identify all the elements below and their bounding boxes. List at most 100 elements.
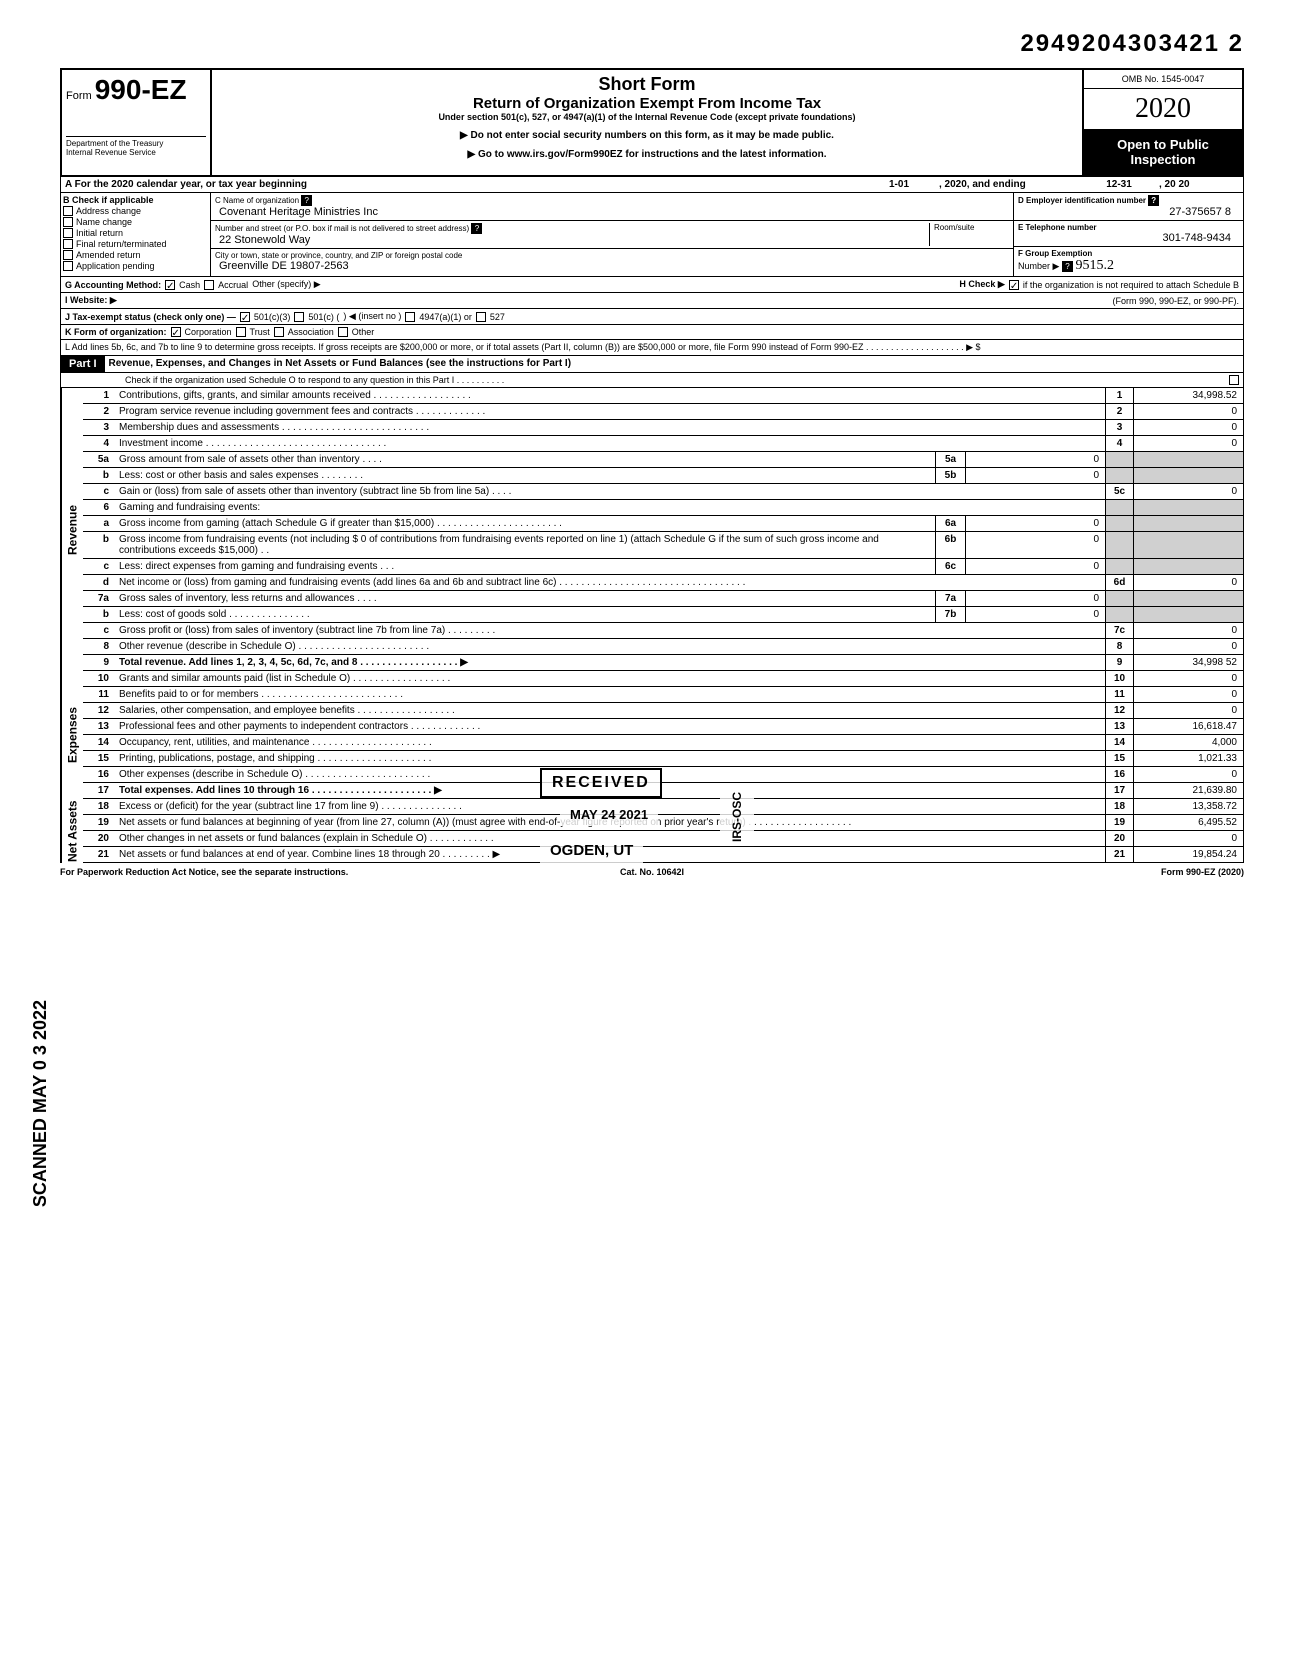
shade xyxy=(1105,559,1133,574)
line-7a-sublbl: 7a xyxy=(935,591,965,606)
form-header-left: Form 990-EZ Department of the Treasury I… xyxy=(62,70,212,175)
help-icon[interactable]: ? xyxy=(1148,195,1159,206)
chk-name-change[interactable] xyxy=(63,217,73,227)
phone-lbl: E Telephone number xyxy=(1018,223,1239,232)
line-7b-desc: Less: cost of goods sold . . . . . . . .… xyxy=(115,607,935,622)
chk-4947[interactable] xyxy=(405,312,415,322)
line-21-value: 19,854.24 xyxy=(1133,847,1243,862)
chk-initial-return[interactable] xyxy=(63,228,73,238)
col-d-ids: D Employer identification number ? 27-37… xyxy=(1013,193,1243,276)
lbl-final-return: Final return/terminated xyxy=(76,239,167,249)
line-5b-desc: Less: cost or other basis and sales expe… xyxy=(115,468,935,483)
line-7b-subval: 0 xyxy=(965,607,1105,622)
shade xyxy=(1133,452,1243,467)
chk-amended-return[interactable] xyxy=(63,250,73,260)
stamp-received: RECEIVED xyxy=(540,768,662,798)
lbl-amended-return: Amended return xyxy=(76,250,141,260)
col-c-org-info: C Name of organization ? Covenant Herita… xyxy=(211,193,1013,276)
city-lbl: City or town, state or province, country… xyxy=(215,251,1009,260)
group-num: 9515.2 xyxy=(1075,258,1114,273)
shade xyxy=(1133,516,1243,531)
line-8-num: 8 xyxy=(83,639,115,654)
shade xyxy=(1105,468,1133,483)
line-7c-value: 0 xyxy=(1133,623,1243,638)
title-return: Return of Organization Exempt From Incom… xyxy=(216,95,1078,112)
help-icon[interactable]: ? xyxy=(471,223,482,234)
chk-application-pending[interactable] xyxy=(63,261,73,271)
line-6d-desc: Net income or (loss) from gaming and fun… xyxy=(115,575,1105,590)
help-icon[interactable]: ? xyxy=(301,195,312,206)
line-11-value: 0 xyxy=(1133,687,1243,702)
line-6b-num: b xyxy=(83,532,115,558)
chk-association[interactable] xyxy=(274,327,284,337)
chk-final-return[interactable] xyxy=(63,239,73,249)
ein-lbl: D Employer identification number xyxy=(1018,196,1146,205)
line-7a-desc: Gross sales of inventory, less returns a… xyxy=(115,591,935,606)
org-name: Covenant Heritage Ministries Inc xyxy=(215,206,1009,218)
chk-trust[interactable] xyxy=(236,327,246,337)
line-3-boxnum: 3 xyxy=(1105,420,1133,435)
lbl-insert: ) ◀ (insert no ) xyxy=(343,311,401,322)
line-12-value: 0 xyxy=(1133,703,1243,718)
row-j-tax-status: J Tax-exempt status (check only one) — 5… xyxy=(60,309,1244,325)
line-6b-sublbl: 6b xyxy=(935,532,965,558)
line-21-num: 21 xyxy=(83,847,115,862)
expenses-side-label: Expenses xyxy=(61,671,83,799)
shade xyxy=(1105,452,1133,467)
line-14-boxnum: 14 xyxy=(1105,735,1133,750)
lbl-trust: Trust xyxy=(250,327,270,337)
line-11-desc: Benefits paid to or for members . . . . … xyxy=(115,687,1105,702)
top-info-block: B Check if applicable Address change Nam… xyxy=(60,193,1244,277)
part1-check-row: Check if the organization used Schedule … xyxy=(60,373,1244,388)
lbl-other-org: Other xyxy=(352,327,375,337)
shade xyxy=(1105,591,1133,606)
line-21-boxnum: 21 xyxy=(1105,847,1133,862)
row-k-form-org: K Form of organization: Corporation Trus… xyxy=(60,325,1244,340)
line-12-num: 12 xyxy=(83,703,115,718)
line-7b-sublbl: 7b xyxy=(935,607,965,622)
lbl-501c: 501(c) ( xyxy=(308,312,339,322)
part1-badge: Part I xyxy=(61,356,105,372)
line-16-value: 0 xyxy=(1133,767,1243,782)
dept-treasury: Department of the Treasury Internal Reve… xyxy=(66,136,206,157)
chk-cash[interactable] xyxy=(165,280,175,290)
line-18-num: 18 xyxy=(83,799,115,814)
org-street: 22 Stonewold Way xyxy=(215,234,929,246)
chk-501c[interactable] xyxy=(294,312,304,322)
note-ssn: ▶ Do not enter social security numbers o… xyxy=(216,130,1078,141)
shade xyxy=(1133,500,1243,515)
chk-schedule-o[interactable] xyxy=(1229,375,1239,385)
help-icon[interactable]: ? xyxy=(1062,261,1073,272)
shade xyxy=(1105,532,1133,558)
row-a-calendar-year: A For the 2020 calendar year, or tax yea… xyxy=(60,177,1244,193)
line-13-boxnum: 13 xyxy=(1105,719,1133,734)
chk-527[interactable] xyxy=(476,312,486,322)
form-header-center: Short Form Return of Organization Exempt… xyxy=(212,70,1082,175)
line-6d-num: d xyxy=(83,575,115,590)
chk-corporation[interactable] xyxy=(171,327,181,337)
shade xyxy=(1105,516,1133,531)
line-17-value: 21,639.80 xyxy=(1133,783,1243,798)
line-5a-num: 5a xyxy=(83,452,115,467)
title-short-form: Short Form xyxy=(216,74,1078,95)
line-7c-desc: Gross profit or (loss) from sales of inv… xyxy=(115,623,1105,638)
stamp-date: MAY 24 2021 xyxy=(560,803,658,826)
footer-form: Form 990-EZ (2020) xyxy=(849,867,1244,877)
line-12-desc: Salaries, other compensation, and employ… xyxy=(115,703,1105,718)
line-6a-desc: Gross income from gaming (attach Schedul… xyxy=(115,516,935,531)
line-11-boxnum: 11 xyxy=(1105,687,1133,702)
chk-address-change[interactable] xyxy=(63,206,73,216)
line-19-value: 6,495.52 xyxy=(1133,815,1243,830)
line-6a-num: a xyxy=(83,516,115,531)
line-5c-boxnum: 5c xyxy=(1105,484,1133,499)
chk-501c3[interactable] xyxy=(240,312,250,322)
chk-other-org[interactable] xyxy=(338,327,348,337)
chk-schedule-b[interactable] xyxy=(1009,280,1019,290)
line-9-boxnum: 9 xyxy=(1105,655,1133,670)
part1-title: Revenue, Expenses, and Changes in Net As… xyxy=(105,356,1243,372)
chk-accrual[interactable] xyxy=(204,280,214,290)
line-9-desc: Total revenue. Add lines 1, 2, 3, 4, 5c,… xyxy=(115,655,1105,670)
line-4-num: 4 xyxy=(83,436,115,451)
line-3-desc: Membership dues and assessments . . . . … xyxy=(115,420,1105,435)
lbl-association: Association xyxy=(288,327,334,337)
